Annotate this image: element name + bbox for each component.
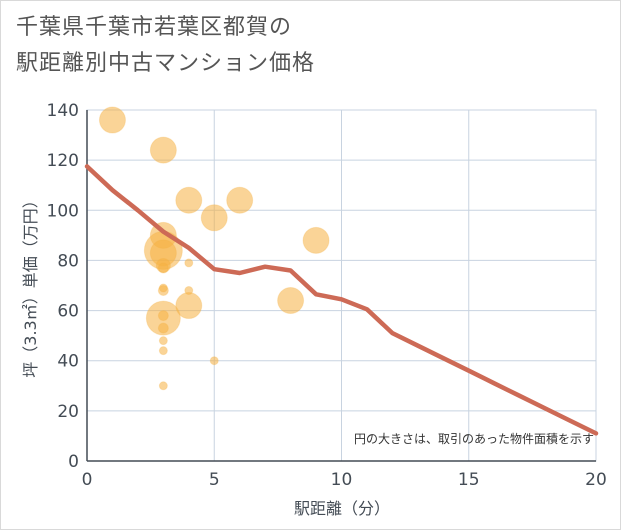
tick-labels: 0 20 40 60 80 100 120 140 0 5 10 15 20	[47, 101, 607, 490]
bubbles	[98, 106, 330, 391]
data-bubble	[175, 292, 203, 320]
y-tick-label: 100	[47, 201, 79, 221]
data-bubble	[157, 262, 169, 274]
x-tick-label: 10	[331, 470, 353, 490]
chart-title: 千葉県千葉市若葉区都賀の 駅距離別中古マンション価格	[16, 10, 606, 82]
data-bubble	[302, 226, 330, 254]
trend-line	[84, 164, 599, 436]
chart-title-line1: 千葉県千葉市若葉区都賀の	[16, 15, 293, 40]
data-bubble	[158, 336, 168, 346]
y-tick-label: 80	[57, 251, 79, 271]
data-bubble	[158, 346, 168, 356]
data-bubble	[209, 356, 219, 366]
data-bubble	[145, 300, 181, 336]
data-bubble	[157, 322, 169, 334]
data-bubble	[98, 106, 126, 134]
y-tick-label: 120	[47, 151, 79, 171]
x-axis-label: 駅距離（分）	[294, 499, 390, 518]
y-axis-label: 坪（3.3㎡）単価（万円）	[21, 192, 40, 377]
data-bubble	[184, 258, 194, 268]
y-tick-label: 140	[47, 101, 79, 121]
data-bubble	[200, 204, 228, 232]
y-tick-label: 20	[57, 402, 79, 422]
y-tick-label: 40	[57, 352, 79, 372]
data-bubble	[158, 381, 168, 391]
data-bubble	[157, 285, 169, 297]
y-tick-label: 60	[57, 302, 79, 322]
x-tick-label: 15	[458, 470, 480, 490]
x-tick-label: 5	[209, 470, 220, 490]
trend	[84, 164, 599, 436]
data-bubble	[226, 186, 254, 214]
chart-title-line2: 駅距離別中古マンション価格	[16, 51, 316, 76]
x-tick-label: 0	[82, 470, 93, 490]
data-bubble	[175, 186, 203, 214]
bubble-size-note: 円の大きさは、取引のあった物件面積を示す	[354, 431, 594, 446]
data-bubble	[149, 136, 177, 164]
y-tick-label: 0	[68, 452, 79, 472]
data-bubble	[277, 287, 305, 315]
x-tick-label: 20	[585, 470, 607, 490]
